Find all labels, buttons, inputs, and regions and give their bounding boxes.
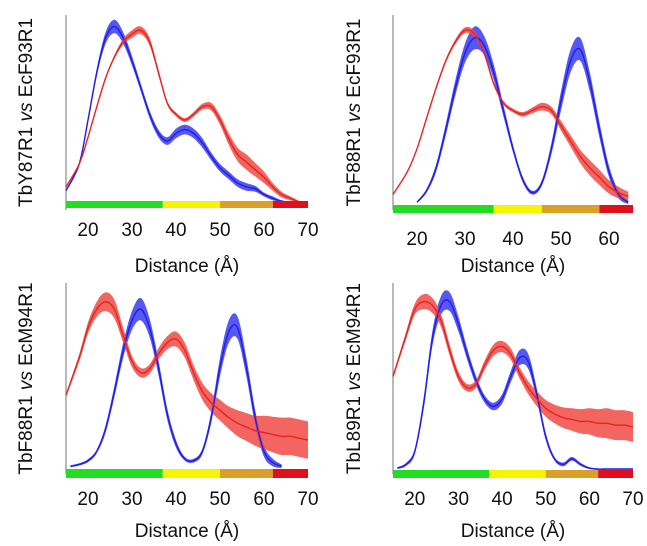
y-axis-label: TbF88R1 vs EcM94R1 — [16, 282, 37, 474]
color-bar-segment-green — [66, 201, 163, 208]
series-red-line — [392, 29, 629, 198]
x-tick-label: 60 — [579, 489, 600, 510]
y-axis-label-part: TbY87R1 — [16, 121, 37, 207]
color-bar-segment-yellow — [162, 469, 220, 478]
x-tick-label: 50 — [535, 489, 556, 510]
y-axis-label-part: EcM94R1 — [16, 282, 37, 371]
series-blue-line — [70, 308, 282, 467]
series-red-line — [65, 29, 309, 205]
y-axis-label-part: EcF93R1 — [16, 18, 37, 102]
panel-top-right: 20 30 40 50 60 Distance (Å) TbF88R1 vs EcF93R1 — [344, 15, 633, 277]
x-tick-label: 40 — [165, 489, 186, 510]
x-tick-label: 30 — [454, 229, 475, 250]
series-blue-line — [416, 36, 629, 203]
y-axis-label: TbY87R1 vs EcF93R1 — [16, 18, 37, 207]
color-bar-segment-green — [66, 469, 163, 478]
series-red-band — [393, 293, 633, 442]
y-axis-label-part: vs — [344, 371, 365, 391]
x-tick-label: 70 — [622, 489, 643, 510]
color-bar-segment-red — [272, 469, 308, 478]
y-axis-label-part: TbF88R1 — [16, 390, 37, 474]
x-tick-label: 60 — [598, 229, 619, 250]
color-bar-segment-orange — [541, 205, 600, 213]
x-tick-label: 60 — [253, 489, 274, 510]
x-tick-label: 40 — [165, 220, 186, 241]
y-axis-label: TbL89R1 vs EcM94R1 — [344, 283, 365, 474]
color-bar-segment-green — [393, 205, 494, 213]
x-axis-label: Distance (Å) — [135, 521, 240, 542]
x-tick-label: 50 — [209, 489, 230, 510]
x-tick-label: 20 — [406, 229, 427, 250]
series-blue-band — [397, 290, 633, 470]
x-tick-label: 50 — [550, 229, 571, 250]
color-bar-segment-green — [393, 470, 489, 478]
y-axis-label-part: EcF93R1 — [344, 19, 365, 103]
series-red-band — [66, 292, 308, 459]
x-tick-label: 30 — [121, 220, 142, 241]
color-bar-segment-yellow — [489, 470, 546, 478]
series-blue-line — [65, 25, 300, 203]
color-bar-segment-red — [598, 470, 633, 478]
x-axis-label: Distance (Å) — [135, 256, 240, 277]
y-axis-label: TbF88R1 vs EcF93R1 — [344, 19, 365, 207]
x-tick-label: 50 — [209, 220, 230, 241]
color-bar-segment-red — [599, 205, 633, 213]
x-tick-label: 30 — [448, 489, 469, 510]
color-bar-segment-orange — [220, 469, 273, 478]
y-axis-label-part: EcM94R1 — [344, 283, 365, 372]
panel-bottom-left: 20 30 40 50 60 70 Distance (Å) TbF88R1 vs EcM94… — [16, 282, 319, 542]
x-axis-label: Distance (Å) — [461, 521, 566, 542]
panel-top-left: 20 30 40 50 60 70 Distance (Å) TbY87R1 vs EcF93… — [16, 15, 319, 277]
x-tick-label: 60 — [253, 220, 274, 241]
x-tick-label: 30 — [121, 489, 142, 510]
y-axis-label-part: vs — [16, 102, 37, 122]
x-tick-label: 20 — [77, 489, 98, 510]
color-bar-segment-yellow — [162, 201, 220, 208]
y-axis-label-part: TbL89R1 — [344, 391, 365, 474]
color-bar-segment-yellow — [493, 205, 542, 213]
x-tick-label: 20 — [404, 489, 425, 510]
panel-bottom-right: 20 30 40 50 60 70 Distance (Å) TbL89R1 vs EcM94… — [344, 283, 644, 542]
y-axis-label-part: vs — [16, 371, 37, 391]
color-bar-segment-orange — [545, 470, 599, 478]
y-axis-label-part: vs — [344, 103, 365, 123]
series-red-line — [392, 300, 634, 428]
x-tick-label: 40 — [502, 229, 523, 250]
color-bar-segment-red — [272, 201, 308, 208]
series-blue-band — [70, 297, 282, 469]
x-tick-label: 40 — [492, 489, 513, 510]
x-axis-label: Distance (Å) — [461, 256, 566, 277]
y-axis-label-part: TbF88R1 — [344, 122, 365, 206]
x-tick-label: 70 — [297, 489, 318, 510]
series-red-line — [65, 300, 309, 441]
series-red-band — [66, 26, 308, 205]
x-tick-label: 20 — [77, 220, 98, 241]
series-blue-line — [397, 299, 633, 470]
x-tick-label: 70 — [297, 220, 318, 241]
color-bar-segment-orange — [220, 201, 273, 208]
